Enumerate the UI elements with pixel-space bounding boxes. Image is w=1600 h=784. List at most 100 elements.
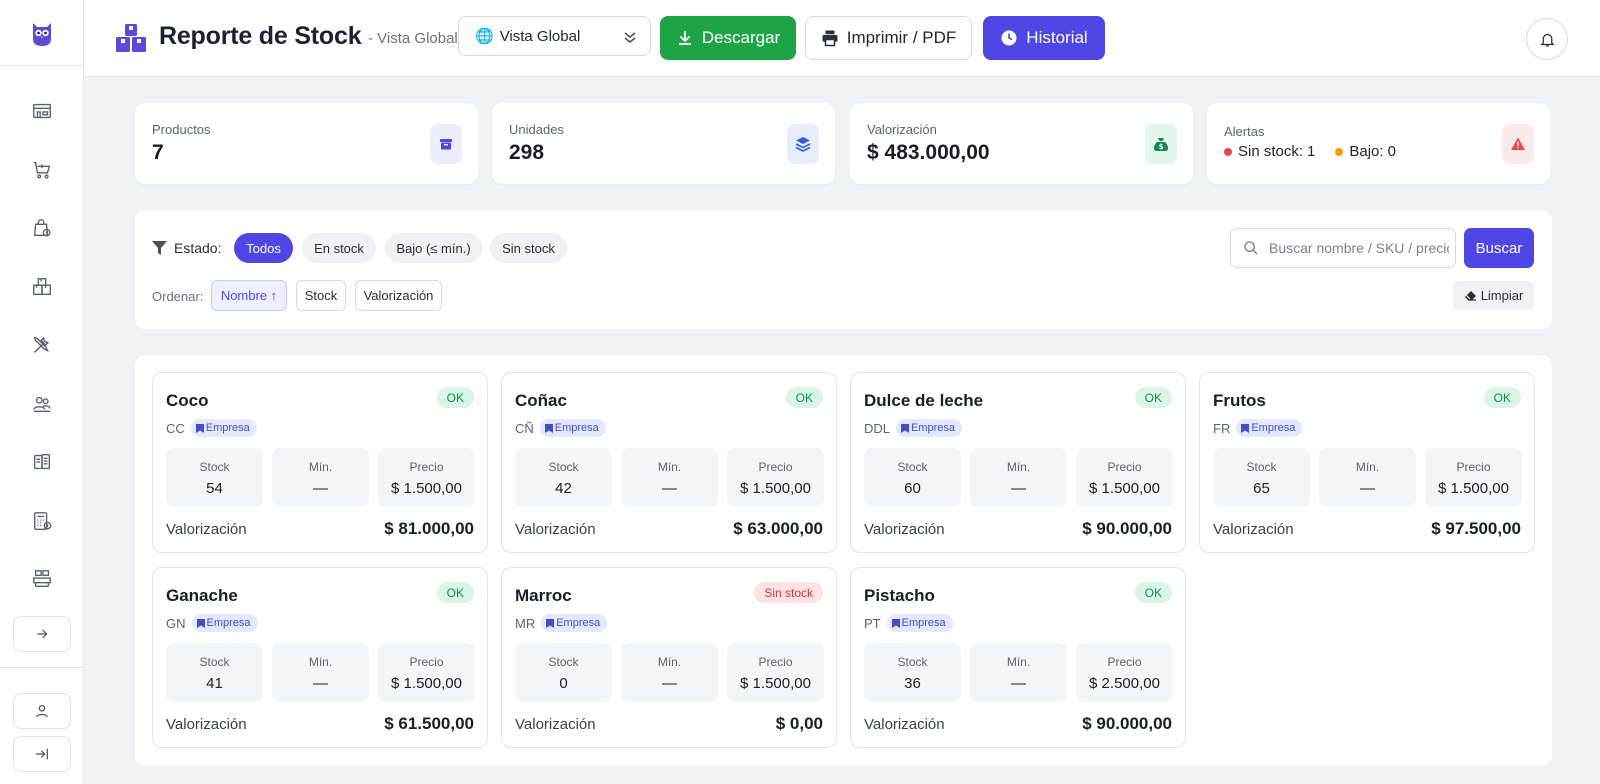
- notifications-button[interactable]: [1526, 18, 1568, 60]
- app-logo[interactable]: [0, 0, 83, 66]
- price-label: Precio: [758, 655, 793, 669]
- scope-tag-label: Empresa: [901, 617, 946, 629]
- status-badge: OK: [436, 582, 474, 603]
- product-card[interactable]: Coco OK CC Empresa Stock 54 Mín. — Precio $ 1.500…: [152, 372, 488, 553]
- status-badge: OK: [1134, 387, 1172, 408]
- min-value: —: [313, 675, 328, 692]
- price-box: Precio $ 1.500,00: [1076, 448, 1173, 507]
- scope-tag: Empresa: [886, 614, 953, 632]
- sort-valuation-button[interactable]: Valorización: [355, 280, 442, 311]
- product-sku: MR: [515, 615, 536, 631]
- bookmark-icon: [546, 618, 555, 628]
- bell-icon: [1539, 33, 1555, 47]
- product-card[interactable]: Ganache OK GN Empresa Stock 41 Mín. — Precio $ 1.…: [152, 567, 488, 748]
- user-icon: [36, 705, 48, 718]
- sort-name-button[interactable]: Nombre ↑: [211, 280, 287, 311]
- sidebar-item-tools[interactable]: [0, 316, 84, 375]
- price-label: Precio: [758, 460, 793, 474]
- stat-value: 7: [152, 141, 164, 164]
- stat-label: Unidades: [509, 122, 564, 137]
- history-button[interactable]: Historial: [983, 16, 1105, 60]
- price-box: Precio $ 1.500,00: [727, 643, 824, 702]
- print-pdf-button[interactable]: Imprimir / PDF: [805, 16, 972, 60]
- product-name: Frutos: [1213, 391, 1266, 410]
- page-title: Reporte de Stock: [159, 22, 362, 50]
- valuation-label: Valorización: [166, 521, 247, 538]
- sidebar-item-store[interactable]: [0, 82, 84, 141]
- sidebar-item-cart[interactable]: [0, 141, 84, 200]
- tools-icon: [33, 336, 50, 354]
- stock-value: 60: [904, 480, 921, 497]
- price-label: Precio: [409, 655, 444, 669]
- download-button[interactable]: Descargar: [660, 16, 796, 60]
- scope-tag-label: Empresa: [206, 617, 251, 629]
- sort-stock-button[interactable]: Stock: [296, 280, 346, 311]
- status-badge: Sin stock: [754, 582, 823, 603]
- low-stock-value: 0: [1387, 143, 1396, 160]
- product-card[interactable]: Pistacho OK PT Empresa Stock 36 Mín. — Precio $ 2…: [850, 567, 1186, 748]
- valuation-value: $ 97.500,00: [1431, 519, 1521, 538]
- svg-text:$: $: [1159, 143, 1164, 151]
- valuation-label: Valorización: [515, 716, 596, 733]
- chip-low-stock[interactable]: Bajo (≤ mín.): [385, 233, 482, 263]
- stat-value: $ 483.000,00: [867, 141, 990, 164]
- product-name: Marroc: [515, 586, 572, 605]
- product-sku: GN: [166, 615, 186, 631]
- status-badge: OK: [1483, 387, 1521, 408]
- stock-box: Stock 65: [1213, 448, 1310, 507]
- min-box: Mín. —: [621, 643, 718, 702]
- boxes-title-icon: [116, 24, 146, 52]
- calculator-icon: [33, 511, 52, 530]
- products-panel: Coco OK CC Empresa Stock 54 Mín. — Precio $ 1.500…: [135, 355, 1552, 766]
- product-card[interactable]: Coñac OK CÑ Empresa Stock 42 Mín. — Precio $ 1.50…: [501, 372, 837, 553]
- min-label: Mín.: [308, 655, 333, 669]
- sort-label: Ordenar:: [152, 289, 204, 304]
- search-input[interactable]: [1269, 240, 1449, 256]
- sidebar-item-boxes[interactable]: [0, 258, 84, 317]
- stock-label: Stock: [1246, 460, 1277, 474]
- price-box: Precio $ 1.500,00: [727, 448, 824, 507]
- profile-button[interactable]: [13, 693, 71, 729]
- chip-in-stock[interactable]: En stock: [302, 233, 376, 263]
- product-card[interactable]: Marroc Sin stock MR Empresa Stock 0 Mín. — Preci…: [501, 567, 837, 748]
- price-value: $ 1.500,00: [1089, 480, 1160, 497]
- valuation-label: Valorización: [1213, 521, 1294, 538]
- view-select-value: Vista Global: [499, 27, 581, 45]
- scope-tag-label: Empresa: [554, 422, 599, 434]
- sidebar-divider: [0, 667, 84, 668]
- min-box: Mín. —: [970, 448, 1067, 507]
- chip-out-of-stock[interactable]: Sin stock: [490, 233, 567, 263]
- expand-sidebar-button[interactable]: [13, 616, 71, 652]
- valuation-label: Valorización: [166, 716, 247, 733]
- sidebar-item-documents[interactable]: [0, 433, 84, 492]
- sidebar-item-bag[interactable]: [0, 199, 84, 258]
- min-label: Mín.: [1006, 460, 1031, 474]
- view-select[interactable]: 🌐 Vista Global: [458, 16, 651, 56]
- stock-label: Stock: [548, 460, 579, 474]
- documents-icon: [33, 454, 51, 470]
- min-value: —: [313, 480, 328, 497]
- product-card[interactable]: Dulce de leche OK DDL Empresa Stock 60 Mín. — Pr…: [850, 372, 1186, 553]
- valuation-value: $ 0,00: [775, 714, 823, 733]
- sidebar-item-stock[interactable]: [0, 550, 84, 609]
- search-button[interactable]: Buscar: [1464, 228, 1534, 268]
- product-card[interactable]: Frutos OK FR Empresa Stock 65 Mín. — Precio $ 1.5…: [1199, 372, 1535, 553]
- price-label: Precio: [409, 460, 444, 474]
- scope-tag: Empresa: [191, 614, 258, 632]
- scope-tag-label: Empresa: [1251, 422, 1296, 434]
- logout-button[interactable]: [13, 736, 71, 772]
- bookmark-icon: [196, 618, 205, 628]
- eraser-icon: [1464, 290, 1476, 301]
- clear-label: Limpiar: [1480, 288, 1524, 303]
- clear-button[interactable]: Limpiar: [1453, 281, 1534, 310]
- price-box: Precio $ 1.500,00: [378, 448, 475, 507]
- out-stock-label: Sin stock:: [1238, 143, 1304, 160]
- valuation-value: $ 90.000,00: [1082, 714, 1172, 733]
- sidebar-item-people[interactable]: [0, 375, 84, 434]
- price-value: $ 1.500,00: [740, 480, 811, 497]
- price-value: $ 1.500,00: [391, 675, 462, 692]
- sidebar-item-calculator[interactable]: [0, 492, 84, 551]
- chip-all[interactable]: Todos: [234, 233, 293, 263]
- min-box: Mín. —: [272, 643, 369, 702]
- money-bag-icon: $: [1145, 124, 1177, 164]
